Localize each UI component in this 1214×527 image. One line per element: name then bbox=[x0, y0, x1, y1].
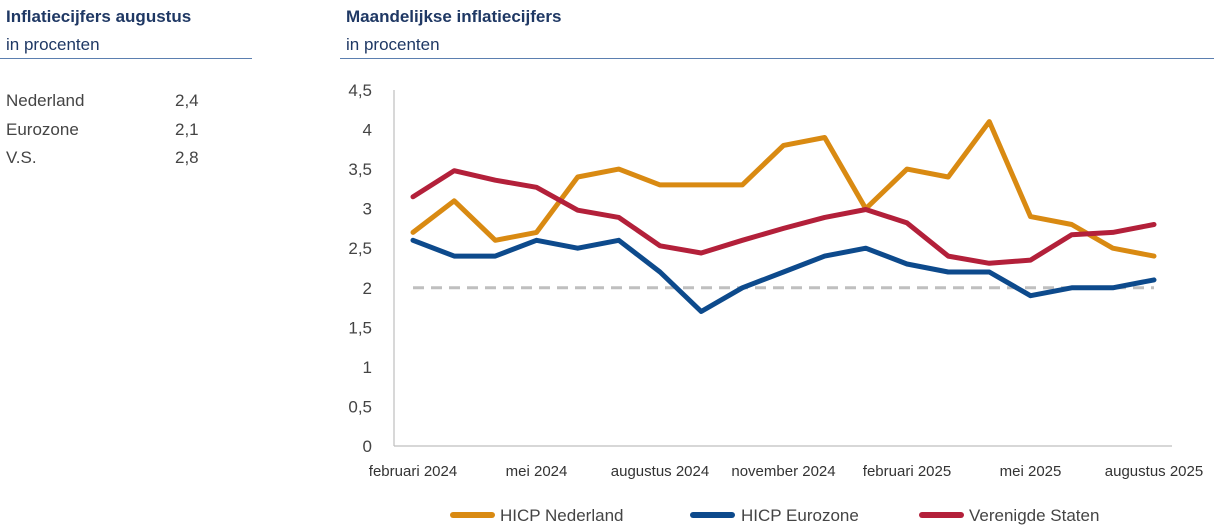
x-tick-label: augustus 2024 bbox=[611, 463, 709, 480]
chart-subtitle: in procenten bbox=[346, 35, 440, 54]
left-panel-title: Inflatiecijfers augustus bbox=[6, 7, 192, 26]
row-vs: V.S. 2,8 bbox=[6, 148, 236, 176]
legend-label: HICP Nederland bbox=[500, 506, 623, 525]
row-nederland: Nederland 2,4 bbox=[6, 91, 236, 119]
x-tick-label: februari 2024 bbox=[369, 463, 457, 480]
y-tick-label: 2,5 bbox=[348, 239, 372, 258]
y-tick-label: 2 bbox=[363, 279, 372, 298]
row-label: Nederland bbox=[6, 91, 85, 110]
row-label: Eurozone bbox=[6, 120, 79, 139]
row-label: V.S. bbox=[6, 148, 37, 167]
series-line-hicp-eurozone bbox=[410, 237, 1157, 314]
y-tick-label: 0,5 bbox=[348, 397, 372, 416]
y-tick-label: 3,5 bbox=[348, 160, 372, 179]
legend-label: HICP Eurozone bbox=[741, 506, 859, 525]
row-eurozone: Eurozone 2,1 bbox=[6, 120, 236, 148]
y-tick-label: 0 bbox=[363, 437, 372, 456]
y-tick-label: 1 bbox=[363, 358, 372, 377]
left-panel-subtitle: in procenten bbox=[6, 35, 100, 54]
row-value: 2,4 bbox=[175, 91, 199, 110]
x-tick-label: augustus 2025 bbox=[1105, 463, 1203, 480]
series-line-verenigde-staten bbox=[410, 168, 1157, 266]
series-line-hicp-nederland bbox=[410, 119, 1157, 259]
x-tick-label: mei 2024 bbox=[506, 463, 568, 480]
y-tick-label: 4 bbox=[363, 121, 372, 140]
series-group bbox=[410, 119, 1157, 314]
legend-label: Verenigde Staten bbox=[969, 506, 1099, 525]
x-tick-label: februari 2025 bbox=[863, 463, 951, 480]
chart-title: Maandelijkse inflatiecijfers bbox=[346, 7, 562, 26]
row-value: 2,8 bbox=[175, 148, 199, 167]
left-panel-divider bbox=[0, 58, 252, 59]
chart-axes: 0 0,5 1 1,5 2 2,5 3 3,5 4 4,5 februari 2024 mei 202… bbox=[348, 81, 1203, 480]
y-tick-label: 1,5 bbox=[348, 318, 372, 337]
y-tick-label: 3 bbox=[363, 200, 372, 219]
chart-legend: HICP Nederland HICP Eurozone Verenigde Sta… bbox=[450, 506, 1099, 525]
y-tick-label: 4,5 bbox=[348, 81, 372, 100]
x-tick-label: mei 2025 bbox=[1000, 463, 1062, 480]
chart-header-divider bbox=[340, 58, 1214, 59]
row-value: 2,1 bbox=[175, 120, 199, 139]
x-tick-label: november 2024 bbox=[731, 463, 835, 480]
